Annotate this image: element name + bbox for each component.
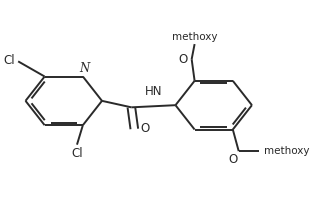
Text: O: O: [228, 153, 237, 166]
Text: methoxy: methoxy: [172, 32, 217, 42]
Text: Cl: Cl: [71, 147, 83, 160]
Text: HN: HN: [145, 85, 162, 98]
Text: methoxy: methoxy: [264, 146, 309, 156]
Text: O: O: [141, 122, 150, 136]
Text: Cl: Cl: [3, 54, 15, 67]
Text: N: N: [79, 62, 89, 75]
Text: O: O: [178, 53, 187, 66]
